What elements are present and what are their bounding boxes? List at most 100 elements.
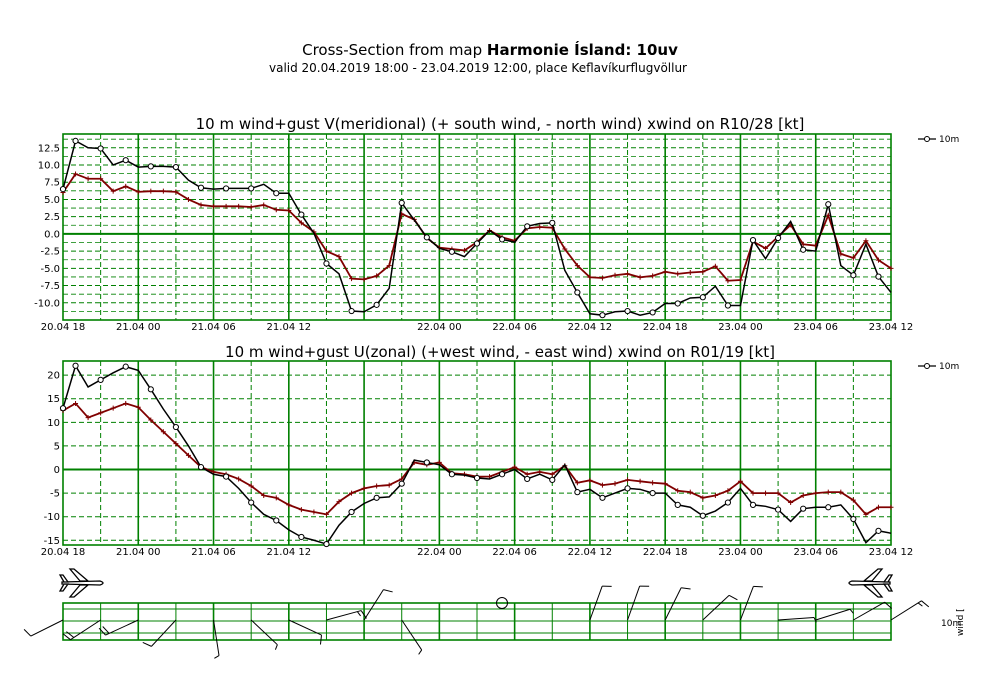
legend-label: 10m [939,362,959,372]
y-tick-label: 5 [54,441,60,452]
y-tick-label: 5.0 [44,195,60,206]
wind-point [649,490,656,497]
wind-point [348,508,355,516]
gust-point [98,176,104,182]
wind-point [498,471,506,478]
y-tick-label: 2.5 [44,212,60,223]
gust-point [700,495,706,501]
gust-point [549,471,555,477]
x-tick-label: 23.04 00 [718,322,763,333]
gust-point [675,488,681,494]
gust-point [662,481,668,487]
y-tick-label: -10.0 [34,298,60,309]
wind-point [248,499,255,506]
x-tick-label: 23.04 12 [869,547,914,558]
gust-point [73,171,79,177]
wind-barb [250,619,278,650]
wind-point [749,501,757,508]
wind-point [59,186,67,193]
gust-point [173,441,179,447]
x-tick-label: 21.04 06 [191,547,236,558]
gust-point [336,254,342,260]
wind-point [850,515,857,523]
y-tick-label: 0 [54,465,60,476]
gust-point [574,263,580,269]
gust-point [763,245,769,251]
wind-point [473,240,481,247]
wind-barb [627,585,650,621]
main-title: Cross-Section from map Harmonie Ísland: … [302,40,678,59]
gust-point [662,269,668,275]
wind-point [850,272,857,279]
wind-point [448,471,456,478]
gust-point [261,202,267,208]
gust-point [123,400,129,406]
zonal-panel: 10 m wind+gust U(zonal) (+west wind, - e… [41,343,960,558]
gust-point [98,410,104,416]
gust-point [173,189,179,195]
gust-point [73,400,79,406]
gust-point [135,189,141,195]
strip-label-wind: wind [ [956,608,966,636]
gust-point [248,483,254,489]
gust-point [863,511,869,517]
gust-point [800,492,806,498]
gust-point [85,176,91,182]
gust-point [461,247,467,253]
wind-point [147,163,154,170]
wind-point [498,236,506,243]
wind-point [649,309,656,316]
gust-point [236,203,242,209]
gust-point [750,490,756,496]
wind-point [298,533,305,541]
wind-point [97,145,104,152]
wind-point [624,307,631,315]
wind-barb [98,619,139,636]
wind-point [323,260,330,267]
gust-point [850,255,856,261]
wind-barb [890,600,930,621]
wind-point [248,185,255,192]
gust-point [223,203,229,209]
wind-point [197,184,205,191]
gust-point [599,482,605,488]
wind-point [172,163,180,171]
gust-point [625,477,631,483]
gust-point [625,271,631,277]
x-tick-label: 20.04 18 [41,547,86,558]
strip-label-10m: 10m [941,619,961,629]
legend-label: 10m [939,135,959,145]
x-tick-label: 21.04 12 [267,547,312,558]
x-tick-label: 22.04 06 [492,322,537,333]
wind-point [147,386,154,393]
gust-point [160,188,166,194]
wind-barb [589,585,612,621]
wind-point [624,485,631,492]
wind-point [473,474,481,482]
gust-point [700,269,706,275]
wind-barb [664,587,691,621]
wind-point [222,473,230,480]
gust-point [236,476,242,482]
plot-frame [62,133,892,321]
wind-point [273,190,280,197]
y-tick-label: 15 [47,394,60,405]
gust-point [85,415,91,421]
gust-point [763,490,769,496]
x-tick-label: 23.04 12 [869,322,914,333]
legend: 10m [918,362,959,372]
wind-barb [326,610,367,621]
wind-point [825,504,832,511]
gust-point [123,183,129,189]
wind-point [549,219,556,226]
gust-point [725,278,731,284]
y-tick-label: -5 [50,489,60,500]
wind-barb [702,594,738,621]
gust-point [725,488,731,494]
wind-point [122,157,129,164]
wind-point [222,185,230,192]
x-tick-label: 22.04 00 [417,322,462,333]
legend: 10m [918,135,959,145]
gust-point [110,188,116,194]
x-tick-label: 22.04 18 [643,547,688,558]
